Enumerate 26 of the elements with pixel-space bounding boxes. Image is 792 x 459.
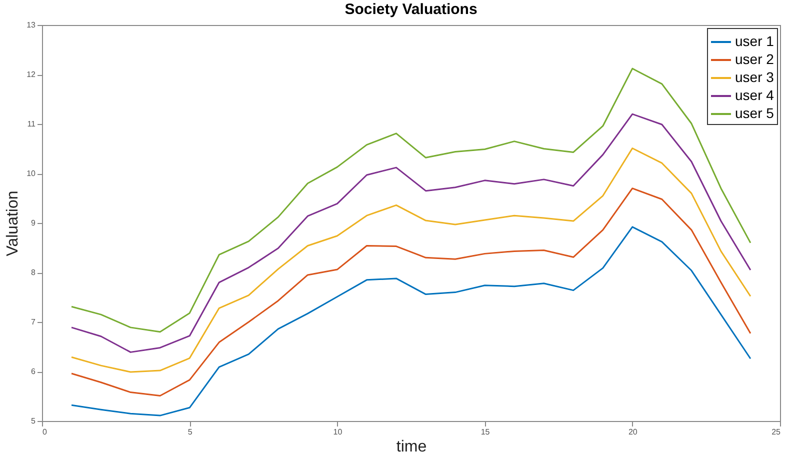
y-tick-label: 8 — [31, 268, 36, 277]
y-tick-label: 5 — [31, 416, 36, 426]
line-series — [70, 226, 752, 416]
line-series — [70, 148, 752, 373]
x-axis-title: time — [396, 438, 427, 456]
y-tick-label: 11 — [27, 120, 36, 128]
legend-label: user 3 — [735, 69, 774, 85]
x-tick-label: 15 — [480, 428, 490, 436]
x-tick-label: 0 — [42, 428, 48, 436]
y-tick-label: 9 — [31, 218, 36, 228]
legend-label: user 1 — [735, 33, 774, 49]
legend-label: user 4 — [735, 87, 774, 103]
x-tick-label: 10 — [333, 428, 343, 436]
y-axis-title: Valuation — [4, 190, 22, 256]
legend-label: user 5 — [735, 105, 774, 121]
chart-title: Society Valuations — [344, 1, 478, 18]
y-tick-label: 6 — [31, 367, 36, 376]
x-tick-label: 5 — [188, 428, 193, 436]
x-tick-label: 20 — [628, 428, 638, 436]
y-tick-label: 10 — [26, 169, 36, 178]
y-tick-label: 12 — [26, 70, 36, 79]
line-series — [70, 188, 752, 397]
x-tick-label: 25 — [772, 428, 782, 436]
y-tick-label: 7 — [31, 318, 36, 326]
y-tick-label: 13 — [26, 20, 36, 30]
legend-label: user 2 — [735, 51, 774, 67]
